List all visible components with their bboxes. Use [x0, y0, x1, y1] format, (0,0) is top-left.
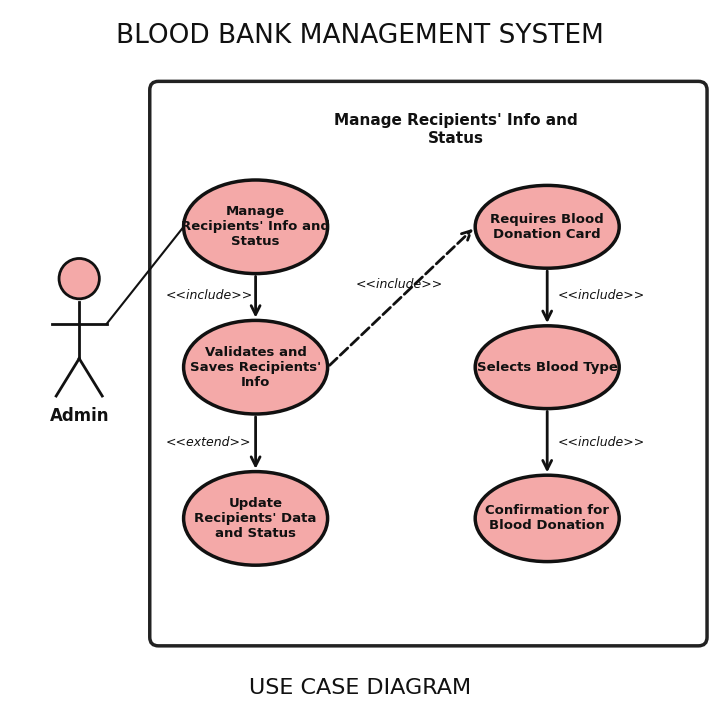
FancyBboxPatch shape	[150, 81, 707, 646]
Text: Manage
Recipients' Info and
Status: Manage Recipients' Info and Status	[181, 205, 330, 248]
Text: <<extend>>: <<extend>>	[166, 436, 251, 449]
Text: <<include>>: <<include>>	[165, 289, 253, 302]
Text: <<include>>: <<include>>	[356, 278, 444, 291]
Ellipse shape	[184, 180, 328, 274]
Text: Update
Recipients' Data
and Status: Update Recipients' Data and Status	[194, 497, 317, 540]
Circle shape	[59, 258, 99, 299]
Text: Requires Blood
Donation Card: Requires Blood Donation Card	[490, 213, 604, 240]
Text: Manage Recipients' Info and
Status: Manage Recipients' Info and Status	[333, 113, 577, 145]
Ellipse shape	[475, 475, 619, 562]
Ellipse shape	[184, 320, 328, 414]
Text: <<include>>: <<include>>	[557, 436, 645, 449]
Text: Validates and
Saves Recipients'
Info: Validates and Saves Recipients' Info	[190, 346, 321, 389]
Ellipse shape	[475, 185, 619, 268]
Text: Admin: Admin	[50, 407, 109, 425]
Ellipse shape	[475, 325, 619, 408]
Text: BLOOD BANK MANAGEMENT SYSTEM: BLOOD BANK MANAGEMENT SYSTEM	[116, 23, 604, 49]
Text: <<include>>: <<include>>	[557, 289, 645, 302]
Text: Confirmation for
Blood Donation: Confirmation for Blood Donation	[485, 505, 609, 532]
Ellipse shape	[184, 472, 328, 565]
Text: USE CASE DIAGRAM: USE CASE DIAGRAM	[249, 678, 471, 698]
Text: Selects Blood Type: Selects Blood Type	[477, 361, 618, 374]
